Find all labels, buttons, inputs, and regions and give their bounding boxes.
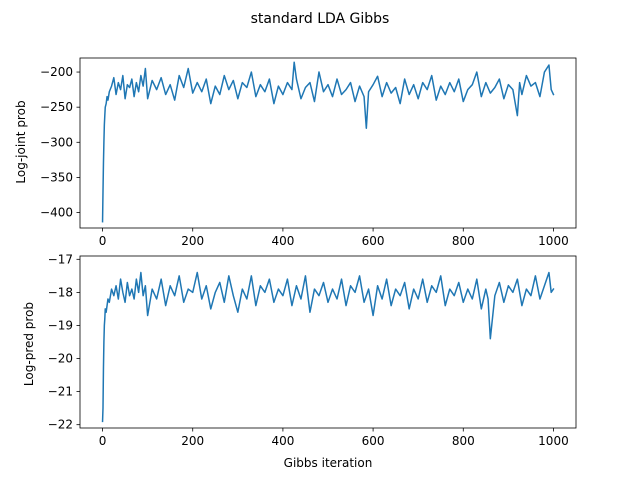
log-pred-x-tick-label: 400 — [271, 434, 294, 448]
log-pred-series-line — [101, 271, 555, 423]
log-joint-y-tick-label: −400 — [40, 206, 73, 220]
log-joint-subplot: Log-joint prob 0 200 400 600 800 1000 −400 −350… — [14, 57, 577, 248]
log-pred-subplot: Log-pred prob Gibbs iteration 0 200 400 600… — [22, 252, 577, 470]
log-joint-series-line — [101, 61, 555, 223]
log-joint-x-tick-label: 200 — [181, 234, 204, 248]
log-joint-y-tick-label: −250 — [40, 100, 73, 114]
log-pred-x-tick-label: 200 — [181, 434, 204, 448]
log-pred-y-tick-label: −19 — [48, 318, 73, 332]
log-joint-axes-frame — [79, 57, 577, 229]
log-pred-y-tick-label: −17 — [48, 252, 73, 266]
log-joint-y-tick-label: −300 — [40, 135, 73, 149]
log-pred-y-tick-label: −22 — [48, 418, 73, 432]
x-axis-label: Gibbs iteration — [284, 456, 373, 470]
log-joint-x-tick-label: 400 — [271, 234, 294, 248]
log-joint-y-tick-label: −350 — [40, 170, 73, 184]
log-joint-y-tick-label: −200 — [40, 65, 73, 79]
log-pred-x-tick-label: 800 — [452, 434, 475, 448]
log-joint-x-tick-label: 0 — [99, 234, 107, 248]
log-joint-x-tick-label: 600 — [362, 234, 385, 248]
log-joint-x-tick-label: 800 — [452, 234, 475, 248]
log-pred-y-tick-label: −21 — [48, 385, 73, 399]
figure-title: standard LDA Gibbs — [251, 11, 390, 27]
log-pred-axes-frame — [79, 255, 577, 429]
log-pred-x-tick-label: 1000 — [538, 434, 569, 448]
log-pred-y-tick-label: −20 — [48, 352, 73, 366]
log-pred-x-tick-label: 600 — [362, 434, 385, 448]
log-pred-y-tick-label: −18 — [48, 285, 73, 299]
log-pred-y-axis-label: Log-pred prob — [22, 302, 36, 386]
log-pred-x-tick-label: 0 — [99, 434, 107, 448]
log-joint-x-tick-label: 1000 — [538, 234, 569, 248]
log-joint-y-axis-label: Log-joint prob — [14, 100, 28, 183]
